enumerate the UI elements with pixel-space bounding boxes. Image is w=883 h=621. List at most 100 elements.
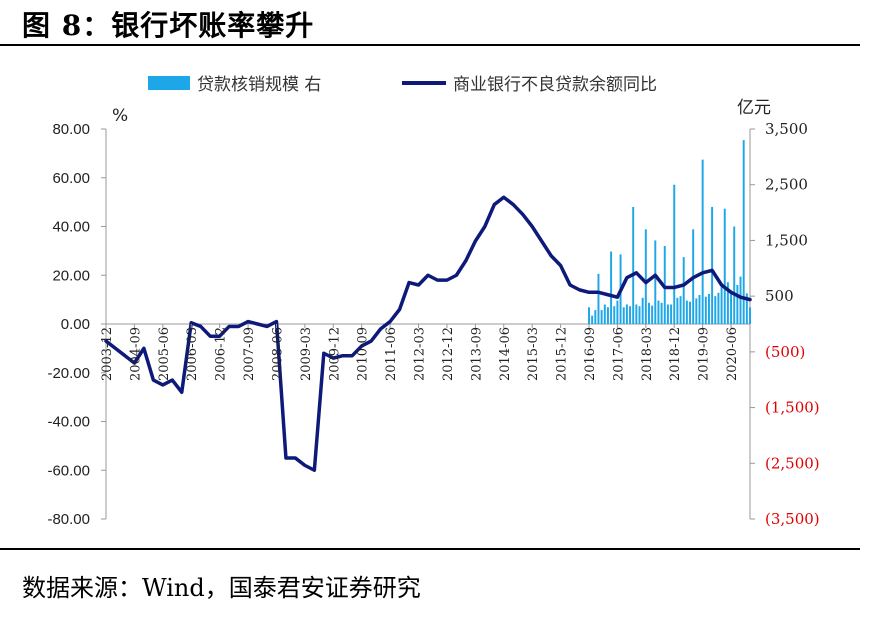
bar-2020-05 [726,282,729,324]
axes [105,129,751,519]
bar-2020-03 [720,285,723,324]
bar-2019-10 [704,296,707,324]
x-tick-label: 2018-03 [640,327,655,381]
bar-2018-06 [654,240,657,324]
left-tick-label: 0.00 [61,316,90,333]
bar-2020-07 [733,226,736,324]
bar-2017-09 [625,304,628,324]
x-tick-label: 2006-12 [214,327,229,381]
right-tick-label: 500 [765,287,794,305]
x-tick-label: 2013-09 [469,327,484,381]
left-axis-ticks: 80.00 60.00 40.00 20.00 0.00 -20.00 -40.00 -60.… [47,121,106,528]
left-tick-label: 40.00 [52,219,90,236]
right-tick-label: 2,500 [765,176,808,194]
bottom-rule [0,548,860,550]
bar-2019-11 [707,293,710,324]
bar-2020-04 [723,208,726,324]
combo-chart: 贷款核销规模 右 商业银行不良贷款余额同比 % 亿元 80.00 60.00 40.0… [47,75,820,528]
bar-2019-12 [711,207,714,324]
bar-2020-02 [717,292,720,324]
right-tick-label: 1,500 [765,231,808,249]
bar-2019-08 [698,295,701,324]
bar-2016-11 [594,310,597,324]
right-axis-ticks: 3,500 2,500 1,500 500 (500) (1,500) (2,500) (3,… [750,120,820,528]
left-tick-label: 80.00 [52,121,90,138]
bar-2020-11 [745,293,748,324]
legend: 贷款核销规模 右 商业银行不良贷款余额同比 [148,75,657,95]
x-tick-label: 2009-12 [327,327,342,381]
bar-2017-11 [632,207,635,324]
bar-2019-02 [679,296,682,324]
x-tick-label: 2012-12 [441,327,456,381]
bar-2018-05 [651,305,654,324]
bar-2016-12 [597,273,600,324]
bar-2020-12 [749,307,751,324]
x-tick-label: 2015-03 [526,327,541,381]
bar-2019-05 [689,301,691,324]
top-rule [0,44,860,46]
right-tick-label: (2,500) [765,454,820,472]
bar-2016-09 [588,307,590,324]
left-tick-label: 60.00 [52,170,90,187]
x-tick-label: 2019-09 [697,327,712,381]
bar-2019-09 [701,159,704,324]
bar-2018-02 [641,297,644,324]
bar-2020-09 [739,276,742,324]
bar-2017-06 [616,300,619,324]
bar-2020-01 [714,296,717,324]
bar-2020-08 [736,285,739,324]
bar-2018-01 [638,306,641,324]
left-tick-label: -40.00 [47,414,90,431]
x-tick-label: 2014-06 [498,327,513,381]
right-tick-label: (500) [765,343,805,361]
x-tick-label: 2012-03 [413,327,428,381]
bar-2017-08 [622,307,625,324]
x-tick-label: 2011-06 [384,327,399,381]
x-tick-label: 2015-12 [555,327,570,381]
x-axis-ticks: 2003-12 2004-09 2005-06 2006-03 2006-12 2007-… [100,324,740,381]
legend-bar-label: 贷款核销规模 右 [197,75,321,95]
bar-series [588,140,751,324]
left-tick-label: -20.00 [47,365,90,382]
bar-2020-06 [730,290,733,324]
bar-2017-04 [610,251,613,324]
right-tick-label: (3,500) [765,510,820,528]
bar-2017-10 [629,306,632,324]
bar-2019-07 [695,298,698,324]
bar-2018-11 [670,304,673,324]
line-series [104,195,752,472]
bar-2018-08 [660,302,663,324]
right-tick-label: 3,500 [765,120,808,138]
line-path [104,195,752,472]
source-note: 数据来源：Wind，国泰君安证券研究 [22,574,421,602]
x-tick-label: 2007-09 [242,327,257,381]
left-axis-unit: % [112,106,128,126]
x-tick-label: 2004-09 [128,327,143,381]
x-tick-label: 2018-12 [668,327,683,381]
x-tick-label: 2016-09 [583,327,598,381]
bar-2018-04 [648,302,650,324]
x-tick-label: 2020-06 [725,327,740,381]
bar-2017-03 [606,307,609,324]
bar-2018-12 [673,184,676,324]
left-tick-label: 20.00 [52,267,90,284]
right-axis-unit: 亿元 [737,98,771,118]
bar-2017-12 [635,304,638,324]
bar-2017-01 [600,310,603,324]
x-tick-label: 2003-12 [100,327,115,381]
x-tick-label: 2006-03 [185,327,200,381]
bar-2017-02 [603,304,606,324]
legend-line-label: 商业银行不良贷款余额同比 [453,75,657,95]
right-tick-label: (1,500) [765,399,820,417]
bar-2018-10 [666,304,669,324]
x-tick-label: 2005-06 [157,327,172,381]
bar-2020-10 [742,140,745,324]
left-tick-label: -60.00 [47,462,90,479]
bar-2018-07 [657,300,660,324]
bar-2016-10 [591,315,594,324]
x-tick-label: 2017-06 [611,327,626,381]
figure-title: 图 8：银行坏账率攀升 [22,9,315,42]
bar-2019-03 [682,257,685,324]
bar-2018-03 [644,229,647,324]
bar-2019-01 [676,297,679,324]
